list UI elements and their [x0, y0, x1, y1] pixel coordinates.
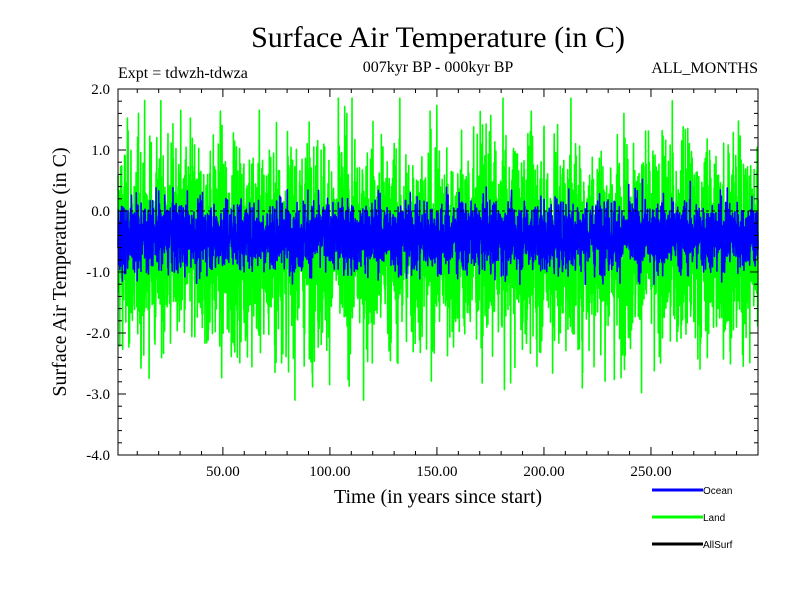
legend-label-ocean: Ocean [703, 486, 732, 497]
x-axis: 50.00 100.00 150.00 200.00 250.00 [136, 89, 759, 480]
x-tick-label: 150.00 [416, 464, 457, 480]
chart-subtitle: 007kyr BP - 000kyr BP [363, 59, 514, 76]
y-tick-label: 1.0 [91, 143, 110, 159]
y-axis: -4.0 -3.0 -2.0 -1.0 0.0 1.0 2.0 [86, 82, 758, 464]
chart-title: Surface Air Temperature (in C) [251, 21, 625, 54]
y-tick-label: -1.0 [86, 265, 110, 281]
x-axis-label: Time (in years since start) [334, 486, 542, 508]
y-tick-label: 0.0 [91, 204, 110, 220]
experiment-label: Expt = tdwzh-tdwza [118, 65, 248, 82]
y-axis-label: Surface Air Temperature (in C) [49, 147, 71, 396]
x-tick-label: 100.00 [309, 464, 350, 480]
y-tick-label: -3.0 [86, 387, 110, 403]
x-tick-label: 250.00 [630, 464, 671, 480]
legend: Ocean Land AllSurf [652, 486, 733, 551]
y-tick-label: 2.0 [91, 82, 110, 98]
x-tick-label: 50.00 [206, 464, 240, 480]
legend-label-allsurf: AllSurf [703, 540, 733, 551]
y-tick-label: -4.0 [86, 448, 110, 464]
ocean-series [117, 178, 759, 286]
ocean-series-line [117, 178, 759, 286]
season-label: ALL_MONTHS [651, 60, 758, 77]
x-tick-label: 200.00 [523, 464, 564, 480]
y-tick-label: -2.0 [86, 326, 110, 342]
legend-label-land: Land [703, 513, 725, 524]
